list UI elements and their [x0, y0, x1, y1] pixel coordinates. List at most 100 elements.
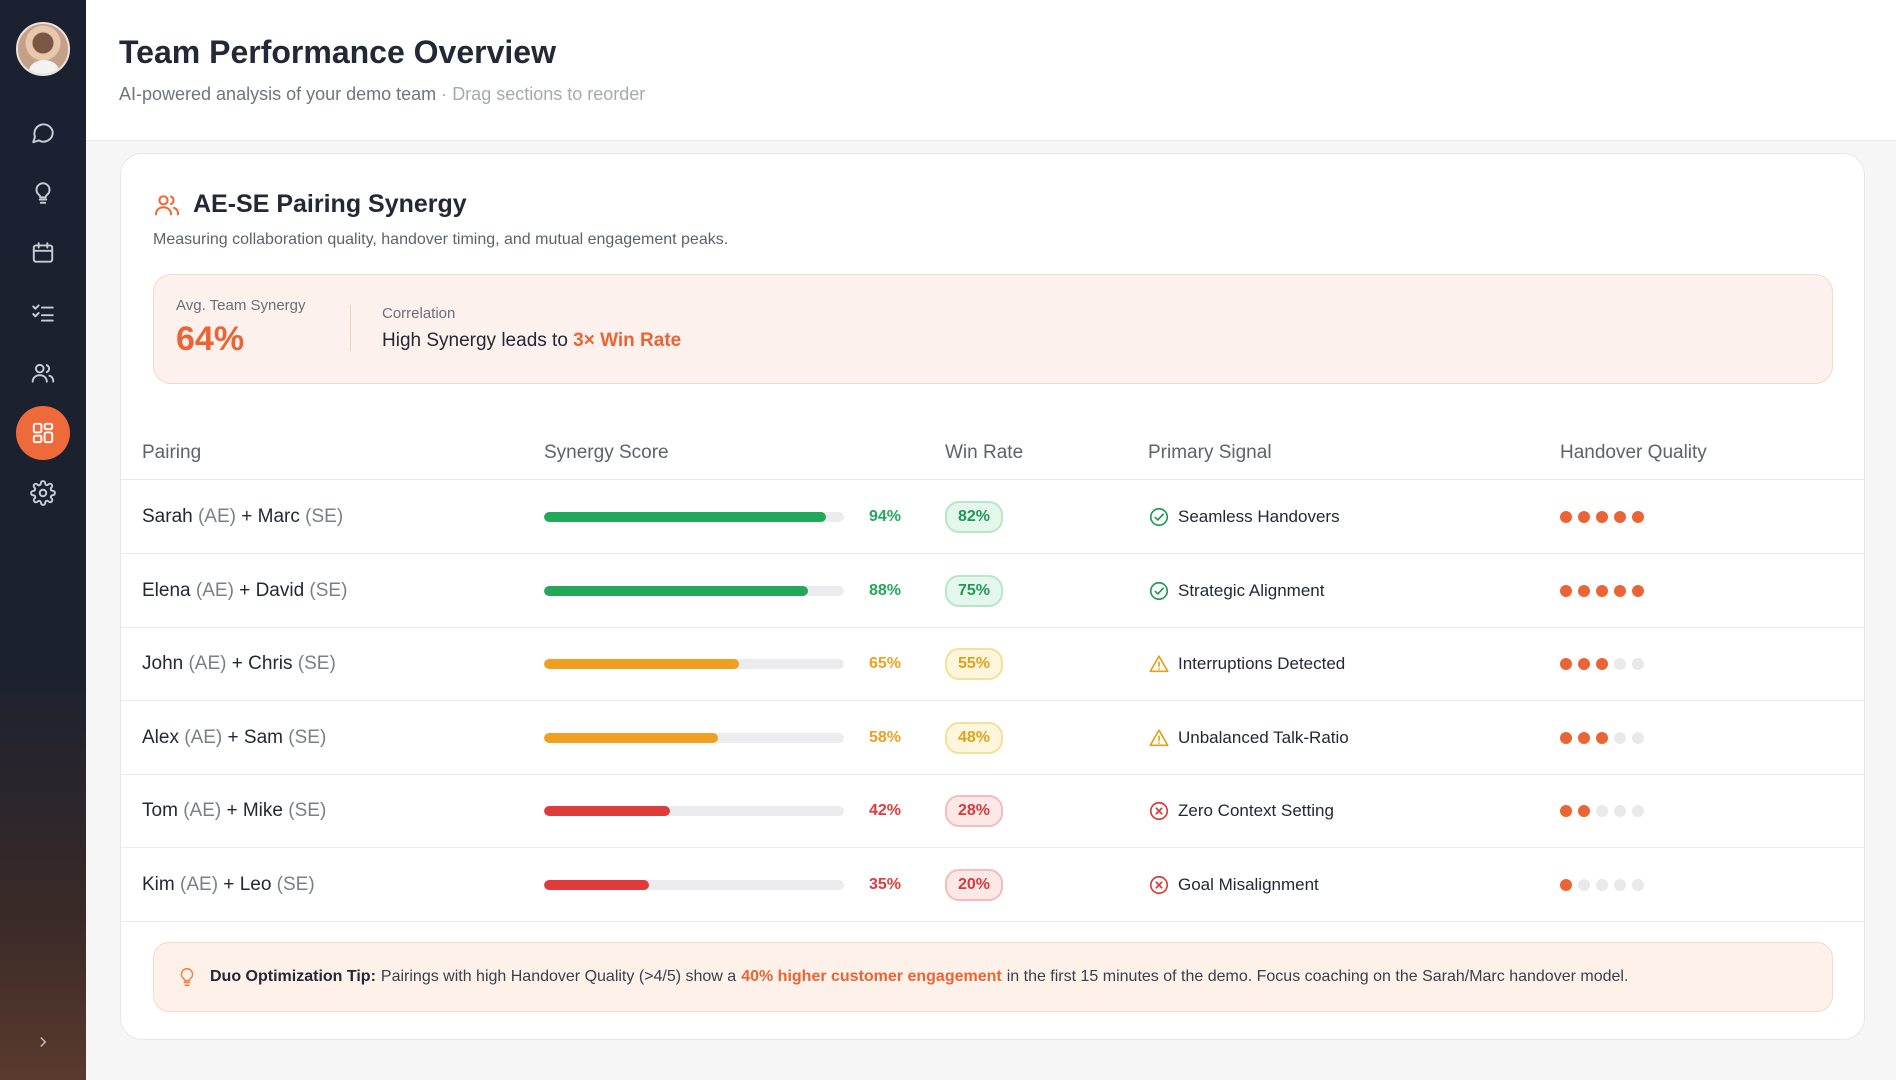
pair-plus: +: [241, 506, 253, 527]
synergy-bar-fill: [544, 806, 670, 816]
table-row[interactable]: John (AE) + Chris (SE) 65% 55% Interruption…: [121, 628, 1864, 701]
synergy-percent: 94%: [869, 508, 902, 525]
handover-quality: [1560, 805, 1644, 817]
pairing-synergy-card[interactable]: AE-SE Pairing Synergy Measuring collabor…: [120, 153, 1865, 1040]
table-header: Pairing Synergy Score Win Rate Primary S…: [121, 422, 1864, 480]
correlation-label: Correlation: [382, 305, 456, 322]
synergy-percent: 88%: [869, 581, 902, 599]
handover-dot: [1632, 878, 1644, 891]
ae-name: Kim: [142, 873, 175, 895]
signal-label: Seamless Handovers: [1178, 507, 1340, 526]
handover-dot: [1632, 805, 1644, 817]
table-row[interactable]: Tom (AE) + Mike (SE) 42% 28% Zero Context S…: [121, 775, 1864, 848]
primary-signal: Interruptions Detected: [1148, 653, 1345, 675]
synergy-percent: 35%: [869, 875, 902, 893]
signal-label: Unbalanced Talk-Ratio: [1178, 727, 1349, 747]
win-rate-badge: 20%: [945, 868, 1004, 901]
synergy-bar: [544, 659, 844, 669]
se-role: (SE): [309, 579, 348, 601]
chevron-right-icon: [40, 1036, 47, 1048]
handover-dot: [1578, 805, 1590, 817]
synergy-bar: [544, 732, 844, 743]
tip-highlight: 40% higher customer engagement: [741, 968, 1002, 985]
pairing-cell: John (AE) + Chris (SE): [142, 653, 336, 675]
page-title: Team Performance Overview: [119, 34, 556, 70]
checklist-icon: [32, 304, 54, 322]
signal-label: Interruptions Detected: [1178, 654, 1346, 673]
handover-dot: [1578, 511, 1590, 523]
primary-signal: Goal Misalignment: [1148, 874, 1319, 896]
avatar[interactable]: [16, 22, 70, 76]
sidebar-item-calendar[interactable]: [16, 226, 70, 280]
avg-synergy-value: 64%: [176, 320, 245, 358]
se-role: (SE): [305, 506, 344, 527]
win-rate-badge: 55%: [945, 648, 1004, 680]
handover-quality: [1560, 658, 1644, 670]
handover-dot: [1614, 584, 1626, 597]
handover-dot: [1596, 658, 1608, 670]
sidebar-item-dashboard[interactable]: [16, 406, 70, 460]
se-role: (SE): [288, 800, 327, 821]
synergy-bar-fill: [544, 659, 739, 669]
ae-name: Tom: [142, 800, 178, 821]
lightbulb-icon: [35, 182, 51, 204]
summary-divider: [350, 305, 351, 351]
handover-dot: [1596, 878, 1608, 891]
x-circle-icon: [1149, 875, 1169, 894]
table-row[interactable]: Elena (AE) + David (SE) 88% 75% Strategic A…: [121, 555, 1864, 628]
synergy-bar: [544, 806, 844, 816]
handover-dot: [1614, 511, 1626, 523]
pair-plus: +: [239, 579, 251, 601]
page-subtitle: AI-powered analysis of your demo team · …: [119, 84, 645, 105]
correlation-block: Correlation High Synergy leads to 3× Win…: [382, 305, 681, 352]
warning-icon: [1149, 655, 1169, 673]
sidebar-item-tasks[interactable]: [16, 286, 70, 340]
sidebar-item-insights[interactable]: [16, 166, 70, 220]
subtitle-separator: ·: [441, 84, 448, 104]
chat-icon: [32, 123, 54, 144]
sidebar-item-team[interactable]: [16, 346, 70, 400]
check-circle-icon: [1149, 581, 1169, 600]
col-header-signal[interactable]: Primary Signal: [1148, 442, 1272, 463]
sidebar-item-settings[interactable]: [16, 466, 70, 520]
se-role: (SE): [297, 653, 336, 674]
synergy-bar-fill: [544, 585, 808, 596]
handover-dot: [1596, 511, 1608, 523]
primary-signal: Seamless Handovers: [1148, 506, 1340, 528]
synergy-bar: [544, 585, 844, 596]
handover-dot: [1614, 878, 1626, 891]
se-name: Chris: [248, 653, 293, 674]
col-header-win-rate[interactable]: Win Rate: [945, 442, 1024, 463]
ae-name: Elena: [142, 579, 191, 601]
handover-dot: [1578, 878, 1590, 891]
table-row[interactable]: Sarah (AE) + Marc (SE) 94% 82% Seamless Han…: [121, 481, 1864, 554]
handover-dot: [1560, 731, 1572, 744]
lightbulb-icon: [180, 967, 194, 987]
subtitle-text: AI-powered analysis of your demo team: [119, 84, 437, 104]
col-header-handover[interactable]: Handover Quality: [1560, 442, 1707, 463]
users-icon: [154, 194, 180, 215]
handover-dot: [1614, 658, 1626, 670]
handover-dot: [1614, 731, 1626, 744]
table-row[interactable]: Alex (AE) + Sam (SE) 58% 48% Unbalanced Tal…: [121, 702, 1864, 775]
handover-dot: [1560, 511, 1572, 523]
win-rate-badge: 82%: [945, 501, 1004, 533]
col-header-pairing[interactable]: Pairing: [142, 442, 202, 463]
avg-synergy-label: Avg. Team Synergy: [176, 297, 306, 314]
se-name: Mike: [242, 800, 283, 821]
se-role: (SE): [276, 873, 315, 895]
sidebar-collapse-button[interactable]: [23, 1022, 63, 1062]
signal-label: Goal Misalignment: [1178, 874, 1319, 894]
pair-plus: +: [231, 653, 243, 674]
synergy-bar: [544, 879, 844, 890]
col-header-synergy[interactable]: Synergy Score: [544, 442, 669, 463]
correlation-text: High Synergy leads to 3× Win Rate: [382, 330, 681, 352]
handover-dot: [1632, 731, 1644, 744]
synergy-percent: 42%: [869, 802, 902, 819]
table-row[interactable]: Kim (AE) + Leo (SE) 35% 20% Goal Misalignme…: [121, 849, 1864, 922]
handover-quality: [1560, 731, 1644, 744]
handover-dot: [1578, 584, 1590, 597]
optimization-tip: Duo Optimization Tip: Pairings with high…: [153, 942, 1833, 1012]
sidebar-item-chat[interactable]: [16, 106, 70, 160]
win-rate-badge: 28%: [945, 795, 1004, 827]
